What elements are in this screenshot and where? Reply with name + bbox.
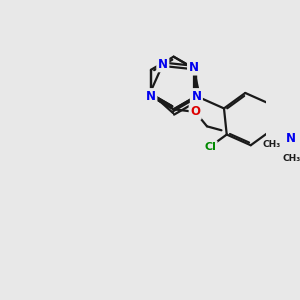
Text: CH₃: CH₃ (283, 154, 300, 163)
Text: N: N (188, 61, 199, 74)
Text: N: N (191, 90, 201, 103)
Text: N: N (146, 90, 156, 103)
Text: Cl: Cl (204, 142, 216, 152)
Text: CH₃: CH₃ (263, 140, 281, 149)
Text: N: N (158, 58, 168, 71)
Text: O: O (190, 105, 200, 119)
Text: N: N (286, 132, 296, 145)
